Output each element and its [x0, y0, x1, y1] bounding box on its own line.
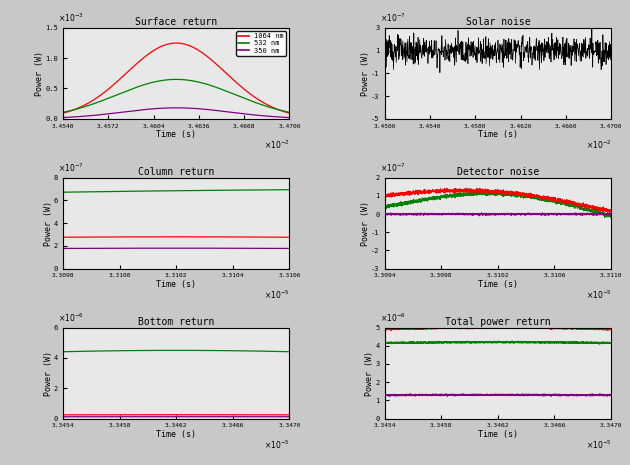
Y-axis label: Power (W): Power (W) — [35, 51, 44, 96]
X-axis label: Time (s): Time (s) — [478, 430, 518, 439]
Y-axis label: Power (W): Power (W) — [43, 351, 52, 396]
X-axis label: Time (s): Time (s) — [156, 280, 196, 289]
Text: $\times10^{-6}$: $\times10^{-6}$ — [380, 312, 406, 324]
Title: Bottom return: Bottom return — [138, 317, 214, 327]
Title: Column return: Column return — [138, 167, 214, 177]
Title: Solar noise: Solar noise — [466, 17, 530, 27]
Title: Total power return: Total power return — [445, 317, 551, 327]
Text: $\times10^{-7}$: $\times10^{-7}$ — [59, 162, 84, 174]
Text: $\times10^{-5}$: $\times10^{-5}$ — [585, 438, 611, 451]
Text: $\times10^{-5}$: $\times10^{-5}$ — [585, 289, 611, 301]
Text: $\times10^{-7}$: $\times10^{-7}$ — [380, 12, 406, 24]
Y-axis label: Power (W): Power (W) — [365, 351, 374, 396]
Title: Surface return: Surface return — [135, 17, 217, 27]
X-axis label: Time (s): Time (s) — [478, 280, 518, 289]
Text: $\times10^{-5}$: $\times10^{-5}$ — [264, 438, 290, 451]
X-axis label: Time (s): Time (s) — [478, 130, 518, 139]
Title: Detector noise: Detector noise — [457, 167, 539, 177]
Text: $\times10^{-5}$: $\times10^{-5}$ — [264, 289, 290, 301]
Y-axis label: Power (W): Power (W) — [43, 201, 52, 246]
Text: $\times10^{-3}$: $\times10^{-3}$ — [59, 12, 84, 24]
X-axis label: Time (s): Time (s) — [156, 430, 196, 439]
Y-axis label: Power (W): Power (W) — [361, 51, 370, 96]
X-axis label: Time (s): Time (s) — [156, 130, 196, 139]
Text: $\times10^{-2}$: $\times10^{-2}$ — [585, 139, 611, 151]
Y-axis label: Power (W): Power (W) — [361, 201, 370, 246]
Text: $\times10^{-6}$: $\times10^{-6}$ — [59, 312, 84, 324]
Text: $\times10^{-7}$: $\times10^{-7}$ — [380, 162, 406, 174]
Text: $\times10^{-2}$: $\times10^{-2}$ — [264, 139, 290, 151]
Legend: 1064 nm, 532 nm, 350 nm: 1064 nm, 532 nm, 350 nm — [236, 31, 286, 56]
